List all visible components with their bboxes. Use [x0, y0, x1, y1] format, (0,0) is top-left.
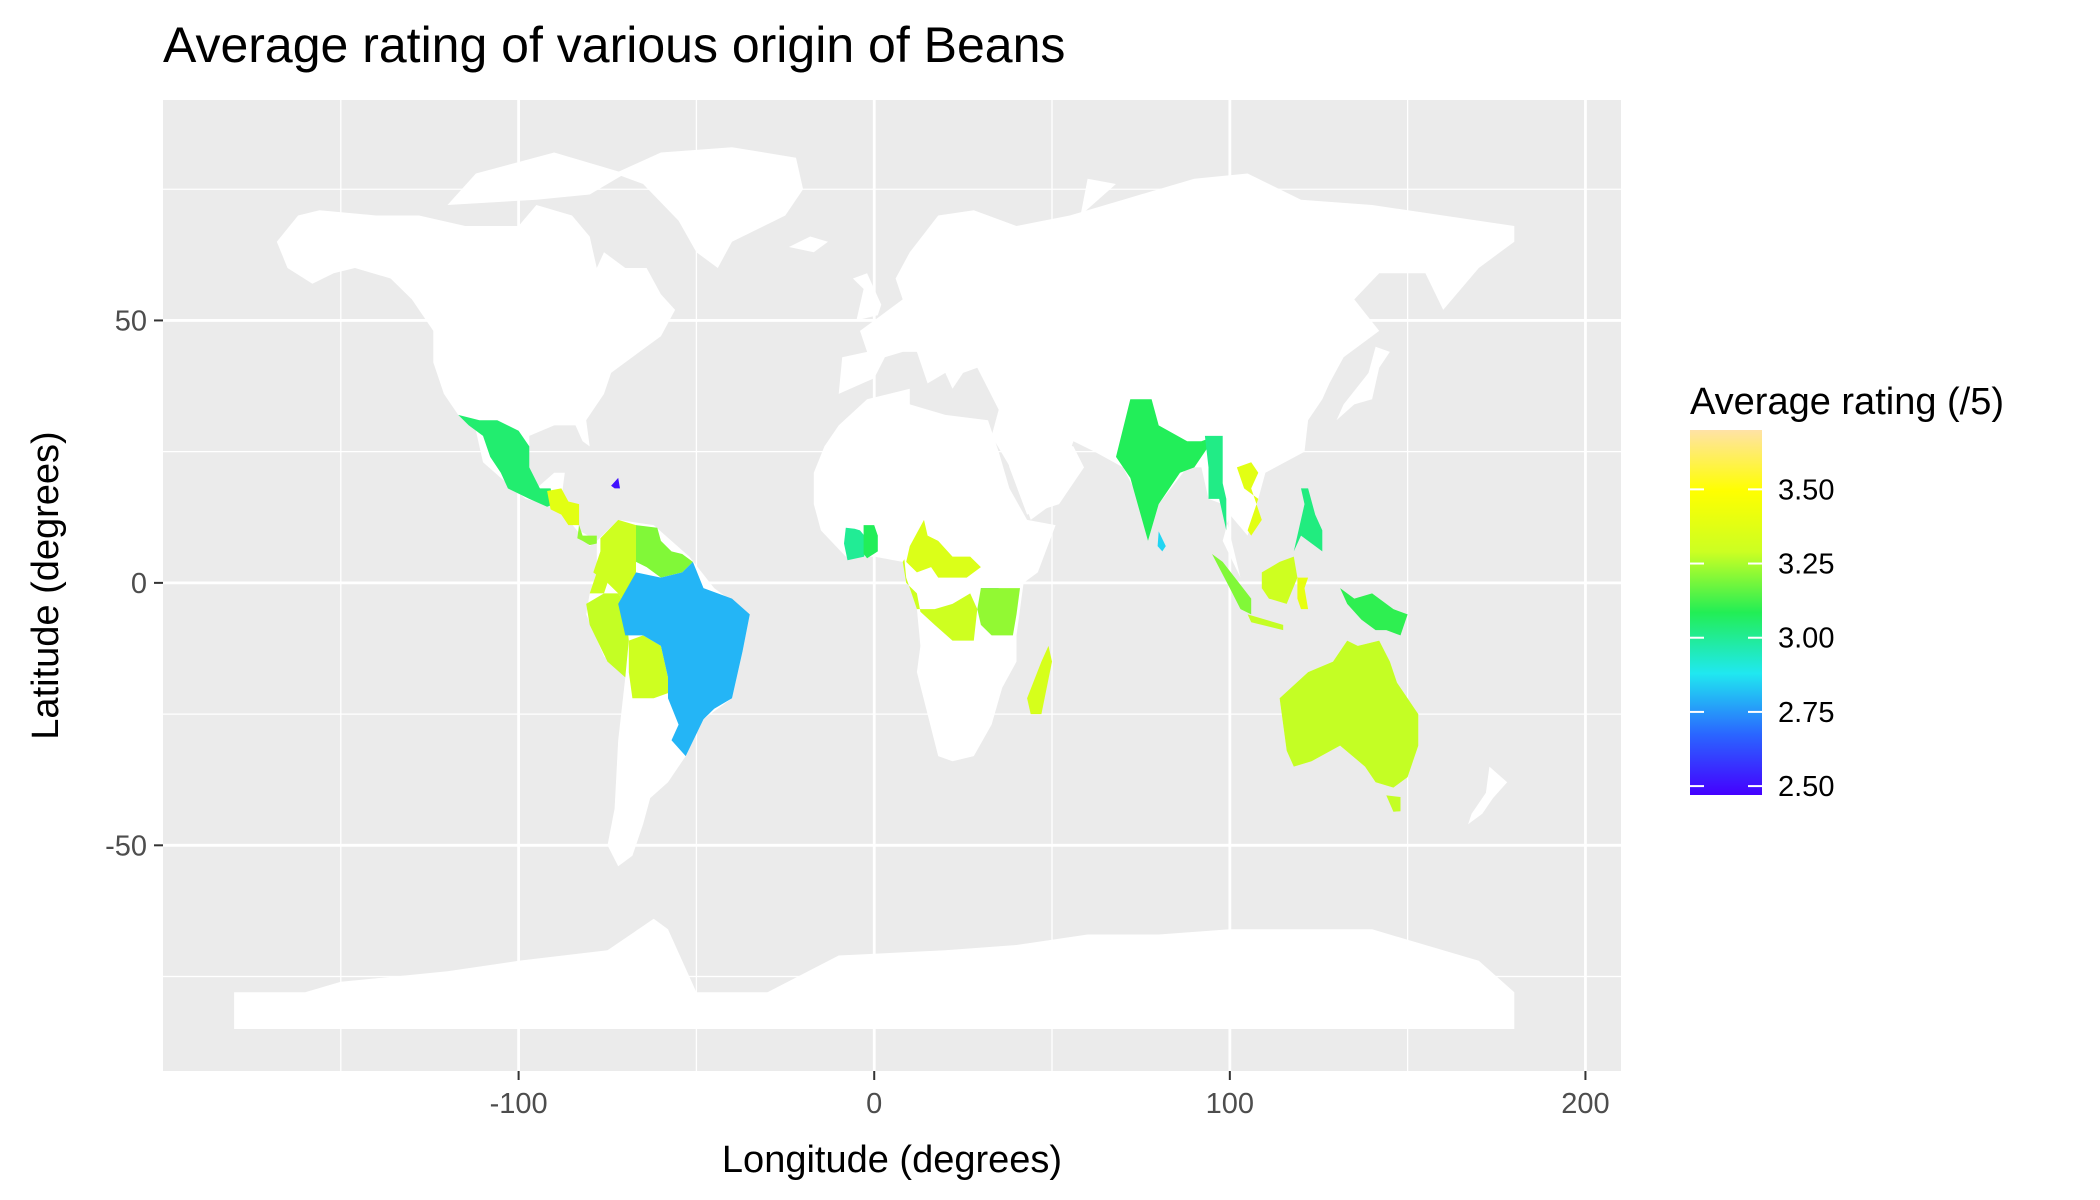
legend-label: 2.50: [1778, 771, 1834, 803]
land-arabia: [998, 404, 1084, 515]
land-iceland: [788, 236, 828, 253]
region-fill: [586, 593, 629, 678]
region-fill: [628, 635, 668, 699]
land-novaya-zemlya: [1080, 178, 1116, 216]
region-fill: [636, 525, 693, 578]
land-new-zealand: [1468, 766, 1508, 825]
x-tick-label: 100: [1206, 1088, 1254, 1120]
x-tick-label: -100: [490, 1088, 548, 1120]
region-fill: [1340, 588, 1408, 636]
region-fill: [589, 572, 608, 594]
region-fill: [1386, 795, 1401, 812]
color-legend: Average rating (/5) 2.50 2.75 3.00 3.25 3.50: [1690, 381, 2004, 803]
region-fill: [906, 519, 981, 578]
land-antarctica: [234, 918, 1515, 1029]
land-greenland: [614, 147, 804, 268]
region-fill: [611, 477, 620, 489]
region-fill: [593, 519, 640, 604]
region-fill: [844, 527, 865, 561]
region-fill: [1116, 399, 1216, 541]
region-fill: [977, 588, 1020, 636]
region-fill: [1261, 556, 1298, 604]
region-fill: [1204, 435, 1227, 531]
x-axis-label: Longitude (degrees): [722, 1139, 1062, 1181]
land-japan: [1336, 346, 1390, 421]
region-fill: [863, 525, 878, 559]
region-fill: [1212, 554, 1252, 615]
legend-colorbar: [1690, 430, 1762, 795]
x-tick-label: 0: [866, 1088, 882, 1120]
legend-label: 3.25: [1778, 549, 1834, 581]
region-fill: [458, 414, 555, 507]
rated-regions: [458, 399, 1419, 812]
legend-label: 3.50: [1778, 474, 1834, 506]
y-tick-label: -50: [105, 830, 147, 862]
x-axis: -100 0 100 200: [490, 1071, 1610, 1120]
x-tick-label: 200: [1561, 1088, 1609, 1120]
legend-label: 3.00: [1778, 623, 1834, 655]
land-africa: [813, 388, 1056, 762]
land-arctic-islands: [447, 152, 626, 205]
region-fill: [1157, 531, 1166, 552]
y-axis-label: Latitude (degrees): [25, 431, 67, 739]
region-fill: [547, 488, 580, 526]
land-britain: [852, 273, 882, 321]
region-fill: [618, 561, 750, 757]
land-north-america: [276, 205, 676, 547]
region-fill: [577, 525, 597, 546]
y-tick-label: 0: [131, 568, 147, 600]
region-fill: [902, 559, 978, 641]
region-fill: [1027, 645, 1052, 715]
region-fill: [1297, 577, 1309, 610]
chart-title: Average rating of various origin of Bean…: [163, 17, 1066, 73]
land-eurasia: [838, 173, 1515, 578]
region-fill: [1247, 614, 1284, 631]
region-fill: [1293, 488, 1323, 552]
legend-title: Average rating (/5): [1690, 381, 2004, 423]
region-fill: [1236, 462, 1262, 536]
region-fill: [1279, 640, 1419, 788]
y-tick-label: 50: [115, 305, 147, 337]
y-axis: -50 0 50: [105, 305, 163, 862]
legend-label: 2.75: [1778, 697, 1834, 729]
